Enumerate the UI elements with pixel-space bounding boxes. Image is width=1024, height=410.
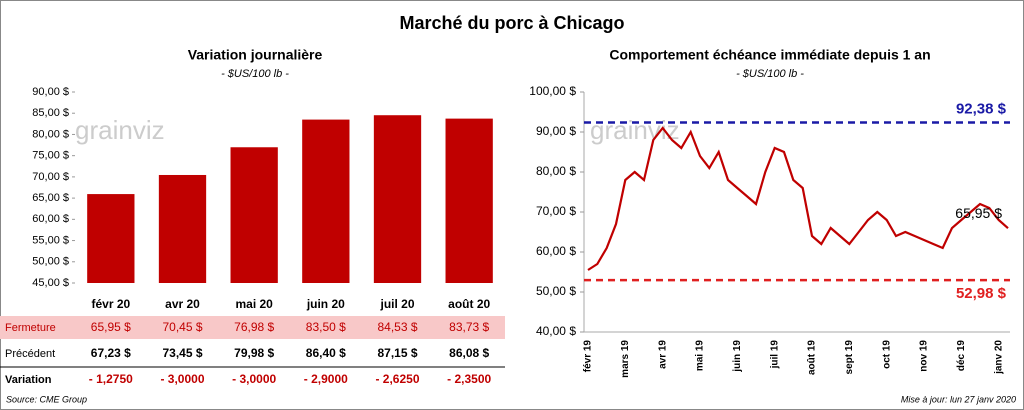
value-label: 83,50 $	[306, 320, 346, 334]
y-tick-label: 45,00 $	[32, 277, 69, 289]
x-tick-label: févr 19	[583, 340, 594, 373]
x-tick-label: août 19	[807, 340, 818, 375]
y-tick-label: 65,00 $	[32, 192, 69, 204]
row-label: Fermeture	[5, 322, 56, 334]
bar	[302, 119, 350, 283]
x-tick-label: avr 20	[165, 297, 200, 311]
y-tick-label: 60,00 $	[32, 213, 69, 225]
y-tick-label: 90,00 $	[32, 86, 69, 98]
table-cell: 87,15 $	[377, 346, 417, 360]
table-cell: - 2,6250	[375, 372, 419, 386]
bar	[158, 174, 207, 283]
table-cell: - 3,0000	[160, 372, 204, 386]
bar-subtitle: - $US/100 lb -	[221, 68, 289, 80]
x-tick-label: sept 19	[844, 340, 855, 375]
row-label: Variation	[5, 374, 52, 386]
x-tick-label: avr 19	[657, 340, 668, 369]
y-tick-label: 70,00 $	[536, 204, 576, 218]
x-tick-label: juin 20	[306, 297, 345, 311]
table-cell: 79,98 $	[234, 346, 274, 360]
x-tick-label: mai 19	[695, 340, 706, 372]
x-tick-label: févr 20	[91, 297, 130, 311]
x-tick-label: nov 19	[919, 340, 930, 372]
update: Mise à jour: lun 27 janv 2020	[901, 394, 1016, 404]
x-tick-label: juil 19	[769, 340, 780, 370]
reference-label: 52,98 $	[956, 285, 1007, 302]
value-label: 84,53 $	[377, 320, 417, 334]
y-tick-label: 50,00 $	[536, 284, 576, 298]
table-cell: 73,45 $	[162, 346, 202, 360]
x-tick-label: mai 20	[235, 297, 273, 311]
value-label: 70,45 $	[162, 320, 202, 334]
line-subtitle: - $US/100 lb -	[736, 68, 804, 80]
value-label: 65,95 $	[91, 320, 131, 334]
y-tick-label: 100,00 $	[529, 84, 576, 98]
y-tick-label: 55,00 $	[32, 234, 69, 246]
value-label: 83,73 $	[449, 320, 489, 334]
y-tick-label: 60,00 $	[536, 244, 576, 258]
main-title: Marché du porc à Chicago	[399, 13, 624, 33]
row-label: Précédent	[5, 348, 55, 360]
x-tick-label: déc 19	[956, 340, 967, 372]
bar	[373, 115, 422, 284]
table-cell: - 1,2750	[89, 372, 133, 386]
y-tick-label: 50,00 $	[32, 256, 69, 268]
watermark: grainviz	[590, 115, 680, 145]
table-cell: 67,23 $	[91, 346, 131, 360]
bar-title: Variation journalière	[188, 47, 323, 63]
y-tick-label: 70,00 $	[32, 171, 69, 183]
y-tick-label: 80,00 $	[536, 164, 576, 178]
x-tick-label: juin 19	[732, 340, 743, 373]
value-label: 76,98 $	[234, 320, 274, 334]
table-cell: - 3,0000	[232, 372, 276, 386]
source: Source: CME Group	[6, 394, 87, 404]
watermark: grainviz	[75, 115, 165, 145]
y-tick-label: 40,00 $	[536, 324, 576, 338]
y-tick-label: 85,00 $	[32, 107, 69, 119]
line-series	[587, 126, 1009, 271]
table-cell: - 2,3500	[447, 372, 491, 386]
bar	[445, 118, 493, 283]
x-tick-label: mars 19	[620, 340, 631, 378]
annotation: 65,95 $	[955, 205, 1002, 221]
y-tick-label: 90,00 $	[536, 124, 576, 138]
x-tick-label: oct 19	[881, 340, 892, 369]
x-tick-label: août 20	[448, 297, 490, 311]
reference-label: 92,38 $	[956, 100, 1007, 117]
y-tick-label: 75,00 $	[32, 150, 69, 162]
table-cell: 86,40 $	[306, 346, 346, 360]
table-cell: - 2,9000	[304, 372, 348, 386]
x-tick-label: juil 20	[379, 297, 414, 311]
bar	[87, 194, 135, 283]
highlight-row	[0, 316, 505, 339]
line-title: Comportement échéance immédiate depuis 1…	[609, 47, 930, 63]
x-tick-label: janv 20	[993, 340, 1004, 375]
table-cell: 86,08 $	[449, 346, 489, 360]
y-tick-label: 80,00 $	[32, 128, 69, 140]
bar	[230, 147, 278, 283]
